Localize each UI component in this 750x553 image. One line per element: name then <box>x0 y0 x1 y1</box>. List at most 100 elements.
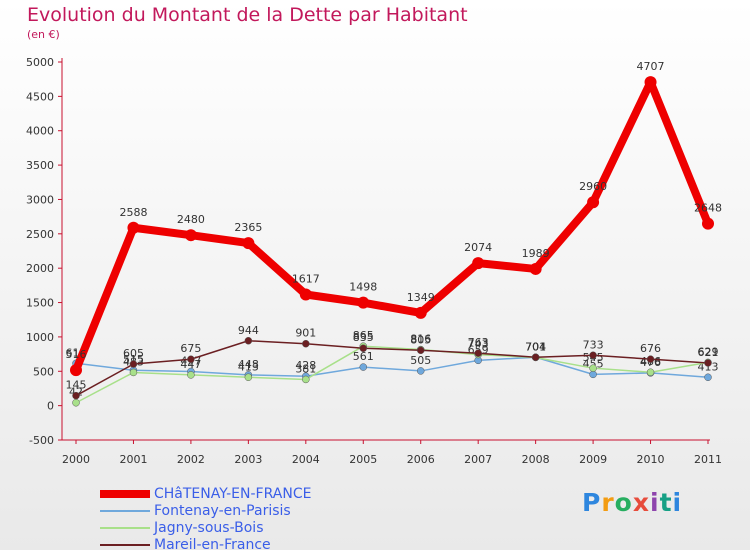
data-label: 805 <box>410 333 431 346</box>
data-point <box>416 367 425 375</box>
legend-swatch <box>100 543 150 546</box>
data-point <box>302 375 310 384</box>
chart-title: Evolution du Montant de la Dette par Hab… <box>27 4 468 26</box>
data-point <box>646 368 655 376</box>
data-point <box>187 371 195 379</box>
legend-swatch <box>100 509 150 512</box>
y-tick-label: 3500 <box>26 159 54 172</box>
data-point <box>589 364 597 372</box>
legend-item: CHâTENAY-EN-FRANCE <box>100 485 311 502</box>
data-point <box>472 257 485 270</box>
data-label: 516 <box>66 348 87 361</box>
data-label: 413 <box>238 360 259 373</box>
data-label: 1617 <box>292 273 320 286</box>
x-tick-label: 2001 <box>119 453 147 466</box>
data-label: 505 <box>410 354 431 367</box>
data-label: 733 <box>583 338 604 351</box>
data-point <box>704 359 712 367</box>
legend-swatch <box>100 489 150 498</box>
proxiti-logo: Proxiti <box>582 488 683 517</box>
x-tick-label: 2002 <box>177 453 205 466</box>
y-tick-label: 5000 <box>26 56 54 69</box>
data-point <box>702 217 714 230</box>
y-tick-label: -500 <box>29 434 54 447</box>
data-point <box>359 363 368 371</box>
data-label: 865 <box>353 329 374 342</box>
x-tick-label: 2006 <box>407 453 435 466</box>
x-tick-label: 2007 <box>464 453 492 466</box>
x-tick-label: 2005 <box>349 453 377 466</box>
y-tick-label: 1000 <box>26 331 54 344</box>
data-label: 701 <box>525 340 546 353</box>
data-label: 2588 <box>119 206 147 219</box>
data-label: 743 <box>468 338 489 351</box>
data-label: 704 <box>525 340 546 353</box>
data-point <box>244 373 253 382</box>
y-tick-label: 2500 <box>26 228 54 241</box>
data-label: 1349 <box>407 291 435 304</box>
x-tick-label: 2008 <box>522 453 550 466</box>
x-tick-label: 2000 <box>62 453 90 466</box>
data-point <box>242 237 255 250</box>
data-point <box>72 398 80 407</box>
series-line <box>75 356 709 379</box>
data-label: 629 <box>698 345 719 358</box>
x-tick-label: 2010 <box>637 453 665 466</box>
data-label: 381 <box>295 362 316 375</box>
series-line <box>75 345 709 404</box>
data-label: 621 <box>698 346 719 359</box>
legend-label: Mareil-en-France <box>154 536 271 553</box>
y-tick-label: 4500 <box>26 90 54 103</box>
data-point <box>357 296 370 309</box>
data-point <box>644 76 657 89</box>
legend-label: CHâTENAY-EN-FRANCE <box>154 485 312 502</box>
data-label: 428 <box>295 359 316 372</box>
legend-swatch <box>100 526 150 529</box>
series-line <box>75 340 709 397</box>
x-tick-label: 2009 <box>579 453 607 466</box>
data-label: 4707 <box>637 60 665 73</box>
data-label: 835 <box>353 331 374 344</box>
data-label: 2960 <box>579 180 607 193</box>
data-point <box>299 288 312 301</box>
data-point <box>244 337 253 345</box>
data-label: 944 <box>238 324 259 337</box>
y-tick-label: 3000 <box>26 193 54 206</box>
data-point <box>531 353 540 362</box>
x-tick-label: 2004 <box>292 453 320 466</box>
x-tick-label: 2011 <box>694 453 722 466</box>
data-label: 901 <box>295 327 316 340</box>
data-label: 675 <box>180 342 201 355</box>
data-point <box>70 364 82 377</box>
data-point <box>414 306 427 319</box>
data-label: 763 <box>468 336 489 349</box>
chart-subtitle: (en €) <box>27 28 60 41</box>
data-label: 676 <box>640 342 661 355</box>
data-point <box>359 344 368 352</box>
legend-label: Fontenay-en-Parisis <box>154 502 291 519</box>
y-tick-label: 4000 <box>26 125 54 138</box>
data-label: 145 <box>66 379 87 392</box>
data-point <box>646 355 655 363</box>
data-label: 605 <box>123 347 144 360</box>
data-point <box>474 349 482 357</box>
data-label: 2480 <box>177 213 205 226</box>
y-tick-label: 2000 <box>26 262 54 275</box>
data-label: 447 <box>180 358 201 371</box>
legend-item: Fontenay-en-Parisis <box>100 502 311 519</box>
data-point <box>529 262 542 275</box>
data-point <box>127 221 140 234</box>
y-tick-label: 500 <box>33 365 54 378</box>
data-point <box>587 196 600 209</box>
data-label: 2365 <box>234 221 262 234</box>
data-label: 816 <box>410 333 431 346</box>
data-point <box>302 339 310 348</box>
series-line <box>72 78 712 375</box>
data-point <box>187 355 195 363</box>
legend-item: Jagny-sous-Bois <box>100 519 311 536</box>
data-point <box>72 391 80 400</box>
x-tick-label: 2003 <box>234 453 262 466</box>
data-label: 1989 <box>522 247 550 260</box>
